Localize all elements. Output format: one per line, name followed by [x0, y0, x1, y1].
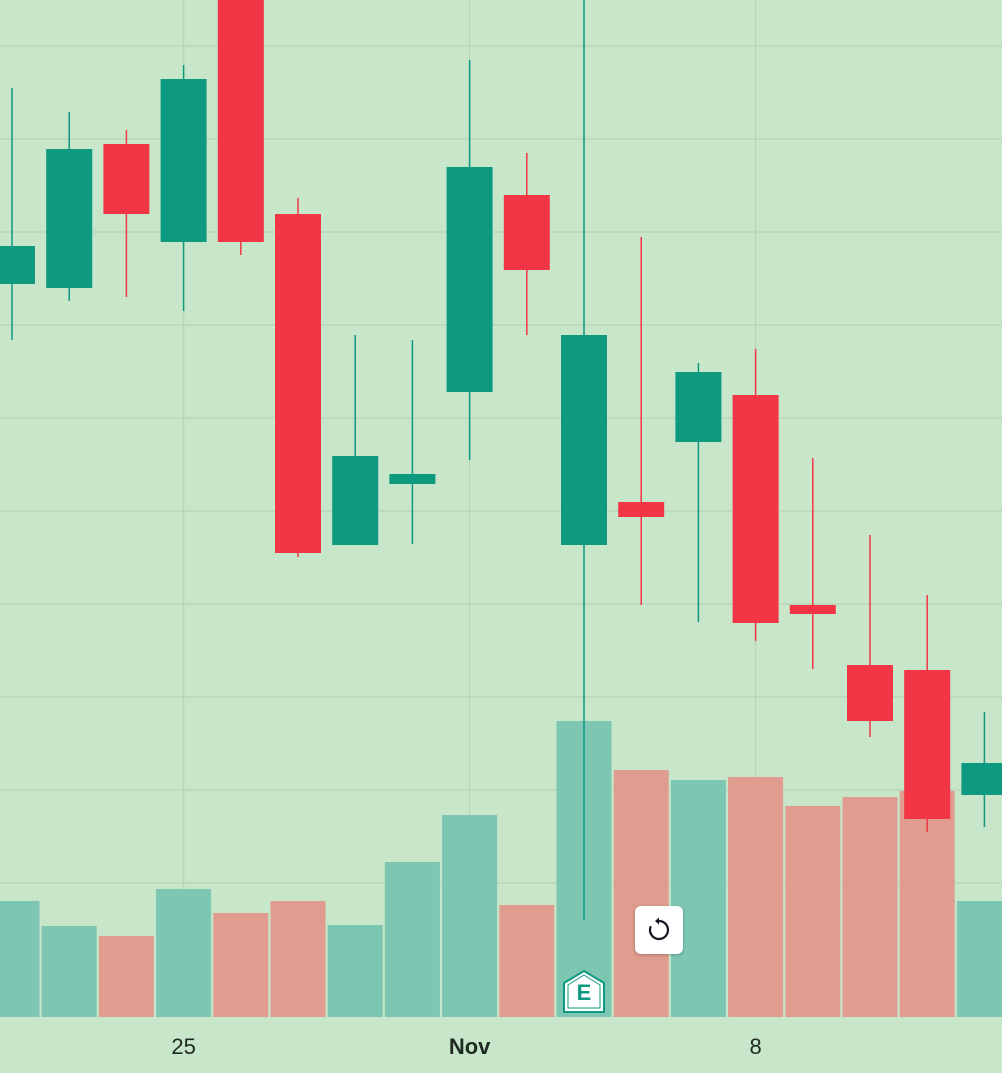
- earnings-marker-label: E: [577, 980, 592, 1005]
- x-tick-label: Nov: [449, 1034, 491, 1059]
- volume-bar: [728, 777, 784, 1017]
- reset-button[interactable]: [635, 906, 683, 954]
- x-axis: 25 Nov 8 E: [171, 969, 762, 1059]
- volume-bar: [499, 905, 555, 1017]
- reset-icon: [648, 917, 670, 941]
- candle-body: [618, 502, 665, 517]
- earnings-marker: E: [563, 969, 605, 1013]
- volume-bar: [442, 815, 498, 1017]
- candle-body: [0, 246, 35, 284]
- volume-bar: [842, 797, 898, 1017]
- candle-body: [732, 395, 779, 623]
- candle-body: [103, 144, 150, 214]
- volume-bar: [0, 901, 40, 1017]
- volume-bar: [98, 936, 154, 1017]
- earnings-marker-inner: [567, 974, 601, 1009]
- candle-body: [332, 456, 379, 545]
- volume-bar: [156, 889, 212, 1017]
- x-tick-label: 8: [749, 1034, 761, 1059]
- volume-bar: [327, 925, 383, 1017]
- candle-layer: [0, 0, 1002, 920]
- volume-bar: [384, 862, 440, 1017]
- candle-body: [961, 763, 1002, 795]
- candle-body: [389, 474, 436, 484]
- candle-body: [446, 167, 493, 392]
- volume-bar: [270, 901, 326, 1017]
- candle-body: [904, 670, 951, 819]
- volume-bar: [613, 770, 669, 1017]
- x-tick-label: 25: [171, 1034, 195, 1059]
- volume-bar: [670, 780, 726, 1017]
- volume-bar: [213, 913, 269, 1017]
- candle-body: [503, 195, 550, 270]
- candle-body: [160, 79, 207, 242]
- volume-bar: [41, 926, 97, 1017]
- volume-bar: [956, 901, 1002, 1017]
- candle-body: [789, 605, 836, 614]
- candle-body: [561, 335, 607, 545]
- volume-bar: [785, 806, 841, 1017]
- candle-body: [675, 372, 722, 442]
- candle-body: [46, 149, 93, 288]
- volume-layer: [0, 721, 1002, 1017]
- candle-body: [847, 665, 893, 721]
- candle-body: [217, 0, 264, 242]
- candle-body: [275, 214, 321, 553]
